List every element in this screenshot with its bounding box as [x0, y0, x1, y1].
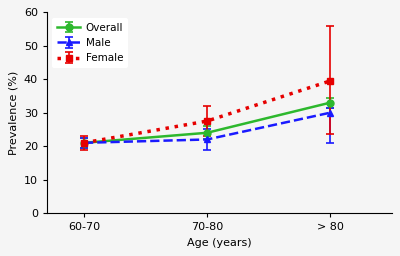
Legend: Overall, Male, Female: Overall, Male, Female: [52, 18, 128, 68]
Y-axis label: Prevalence (%): Prevalence (%): [8, 71, 18, 155]
X-axis label: Age (years): Age (years): [187, 238, 252, 248]
